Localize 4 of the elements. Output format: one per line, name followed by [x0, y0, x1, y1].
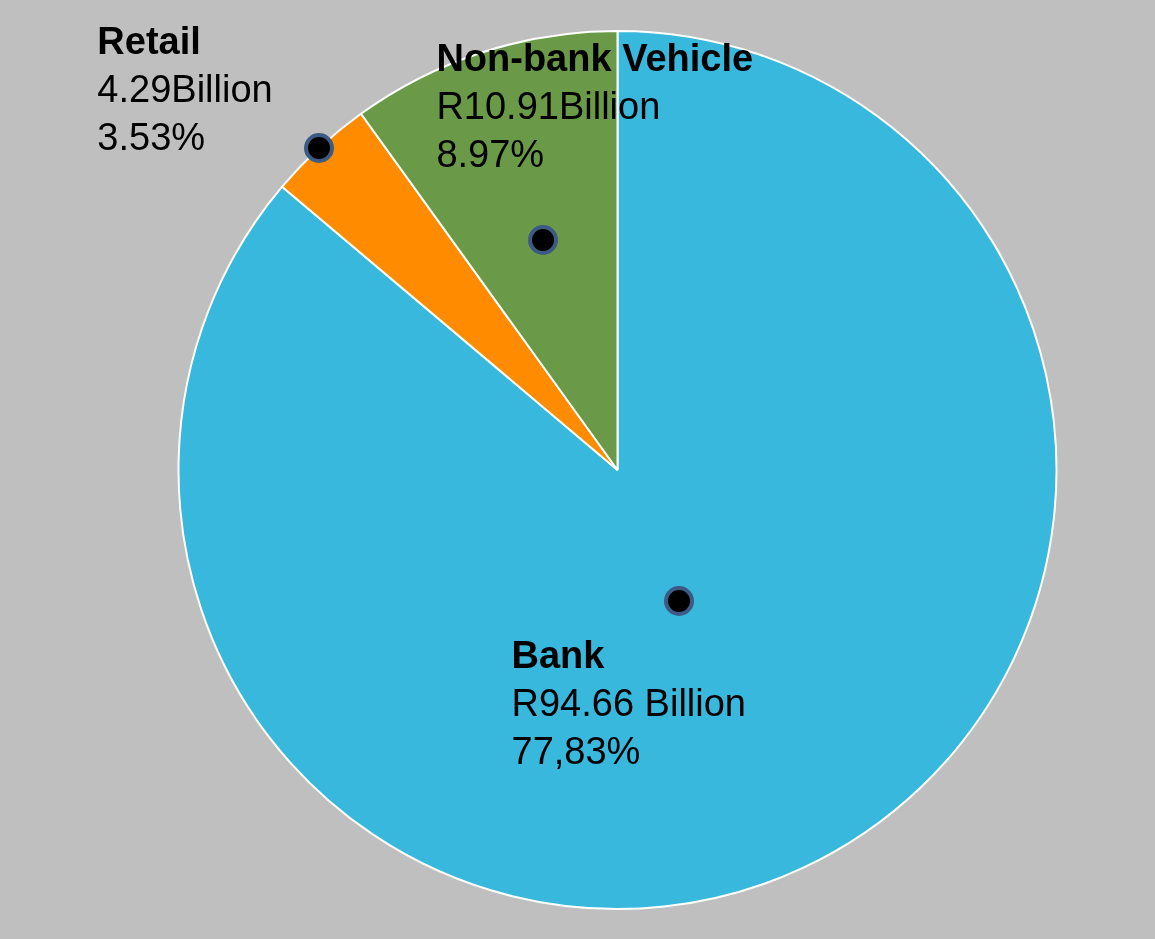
- data-label: 4.29Billion 3.53%: [97, 68, 273, 159]
- slice-label: Retail: [97, 20, 201, 63]
- data-label: R94.66 Billion 77,83%: [511, 681, 746, 772]
- slice-label: Bank: [511, 633, 606, 676]
